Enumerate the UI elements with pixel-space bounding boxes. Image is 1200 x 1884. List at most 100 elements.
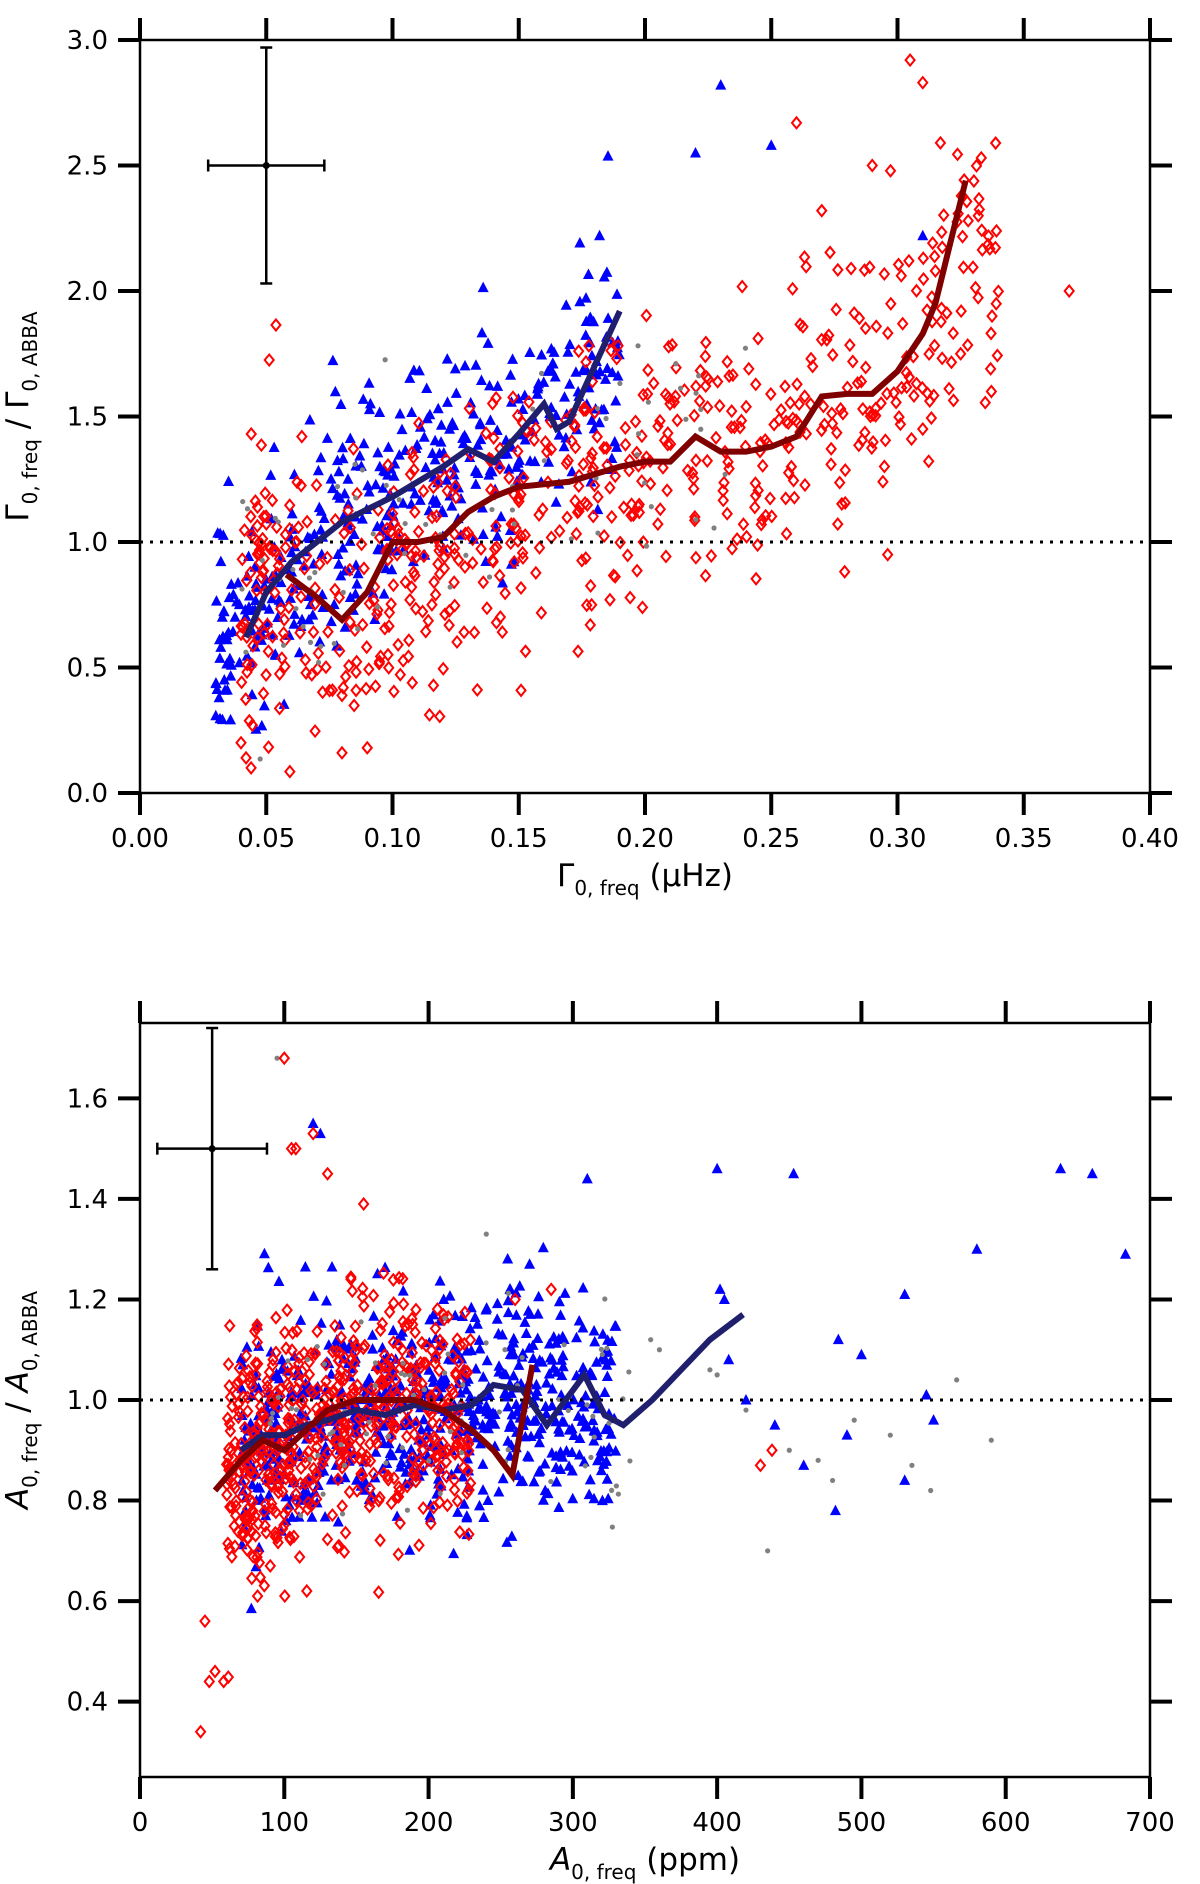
data-point-diamond (640, 308, 653, 323)
data-point-diamond (572, 344, 585, 359)
error-bar (206, 46, 326, 285)
data-point-diamond (418, 549, 430, 564)
data-point-triangle (566, 1422, 578, 1434)
data-point-diamond (251, 1356, 264, 1371)
data-point-diamond (337, 680, 350, 695)
data-point-triangle (304, 413, 316, 425)
data-point-diamond (659, 387, 672, 402)
data-point-triangle (829, 1504, 841, 1516)
data-point-triangle (266, 592, 278, 604)
data-point-diamond (387, 1296, 400, 1311)
data-point-diamond (669, 389, 682, 404)
data-point-diamond (335, 1330, 348, 1345)
data-point-diamond (381, 1374, 393, 1389)
data-point-triangle (527, 1352, 539, 1363)
data-point-diamond (670, 360, 682, 375)
data-point-triangle (530, 1414, 542, 1425)
data-point-diamond (338, 1544, 351, 1560)
data-point-dot (342, 1462, 348, 1468)
data-point-dot (398, 1370, 404, 1376)
data-point-triangle (418, 1413, 430, 1425)
data-point-diamond (432, 1463, 444, 1478)
data-point-diamond (671, 413, 684, 428)
data-point-diamond (224, 1423, 237, 1439)
data-point-diamond (383, 1359, 395, 1374)
data-point-triangle (332, 548, 344, 560)
data-point-diamond (779, 379, 791, 394)
data-point-triangle (515, 1475, 527, 1487)
data-point-dot (268, 1415, 275, 1421)
data-point-diamond (903, 253, 915, 268)
data-point-diamond (586, 446, 598, 461)
data-point-triangle (474, 1343, 486, 1354)
data-point-triangle (470, 1414, 482, 1426)
data-point-diamond (239, 692, 252, 707)
data-point-dot (306, 575, 313, 581)
data-point-diamond (584, 578, 597, 593)
data-point-dot (707, 1367, 713, 1373)
data-point-diamond (372, 603, 384, 618)
data-point-triangle (573, 1449, 585, 1460)
data-point-diamond (568, 419, 581, 434)
data-point-diamond (372, 1415, 385, 1430)
data-point-triangle (577, 1281, 589, 1293)
data-point-diamond (360, 681, 372, 696)
data-point-triangle (564, 338, 576, 350)
data-point-triangle (382, 530, 394, 542)
data-point-triangle (225, 713, 237, 725)
data-point-diamond (437, 661, 450, 676)
data-point-diamond (326, 1508, 339, 1523)
data-point-diamond (443, 618, 455, 633)
data-point-diamond (833, 475, 846, 490)
data-point-triangle (295, 1314, 307, 1325)
data-point-triangle (218, 674, 230, 685)
data-point-diamond (545, 1282, 558, 1297)
data-point-dot (274, 1055, 280, 1061)
data-point-triangle (585, 476, 597, 487)
x-tick-label: 0.10 (364, 824, 422, 854)
data-point-triangle (533, 1436, 545, 1448)
data-point-diamond (736, 279, 748, 294)
data-point-diamond (349, 1344, 361, 1359)
data-point-diamond (309, 724, 321, 739)
data-point-triangle (406, 406, 418, 418)
data-point-triangle (542, 365, 554, 376)
data-point-triangle (363, 1372, 375, 1383)
data-point-triangle (524, 455, 536, 466)
data-point-triangle (486, 465, 498, 477)
data-point-diamond (951, 147, 964, 162)
data-point-diamond (407, 565, 420, 580)
data-point-dot (340, 589, 346, 595)
data-point-diamond (396, 1342, 408, 1357)
x-axis-label-unit: (ppm) (636, 1842, 740, 1878)
data-point-triangle (214, 712, 226, 724)
y-axis-label-denominator-subscript: 0, ABBA (18, 1291, 42, 1372)
data-point-diamond (630, 445, 643, 460)
data-point-triangle (473, 1499, 485, 1511)
data-point-diamond (264, 541, 276, 556)
data-point-triangle (501, 448, 513, 459)
data-point-diamond (258, 1578, 271, 1593)
data-point-diamond (194, 1724, 207, 1739)
data-point-diamond (399, 575, 412, 590)
data-point-diamond (605, 509, 618, 524)
data-point-diamond (847, 354, 859, 369)
data-point-triangle (514, 1280, 526, 1291)
data-point-triangle (448, 419, 460, 431)
data-point-diamond (376, 1316, 389, 1331)
data-point-diamond (569, 493, 581, 509)
data-point-diamond (253, 547, 266, 562)
data-point-triangle (231, 595, 243, 607)
data-point-diamond (418, 1356, 430, 1371)
data-point-diamond (711, 374, 724, 389)
error-bar-center (262, 162, 270, 169)
data-point-triangle (1055, 1162, 1067, 1174)
data-point-diamond (339, 1456, 352, 1471)
data-point-triangle (740, 1394, 752, 1405)
data-point-diamond (642, 363, 654, 378)
data-point-diamond (392, 637, 404, 652)
data-point-diamond (246, 1425, 259, 1440)
x-tick-label: 0.00 (111, 824, 169, 854)
data-point-diamond (605, 343, 617, 358)
data-point-triangle (546, 1354, 558, 1365)
